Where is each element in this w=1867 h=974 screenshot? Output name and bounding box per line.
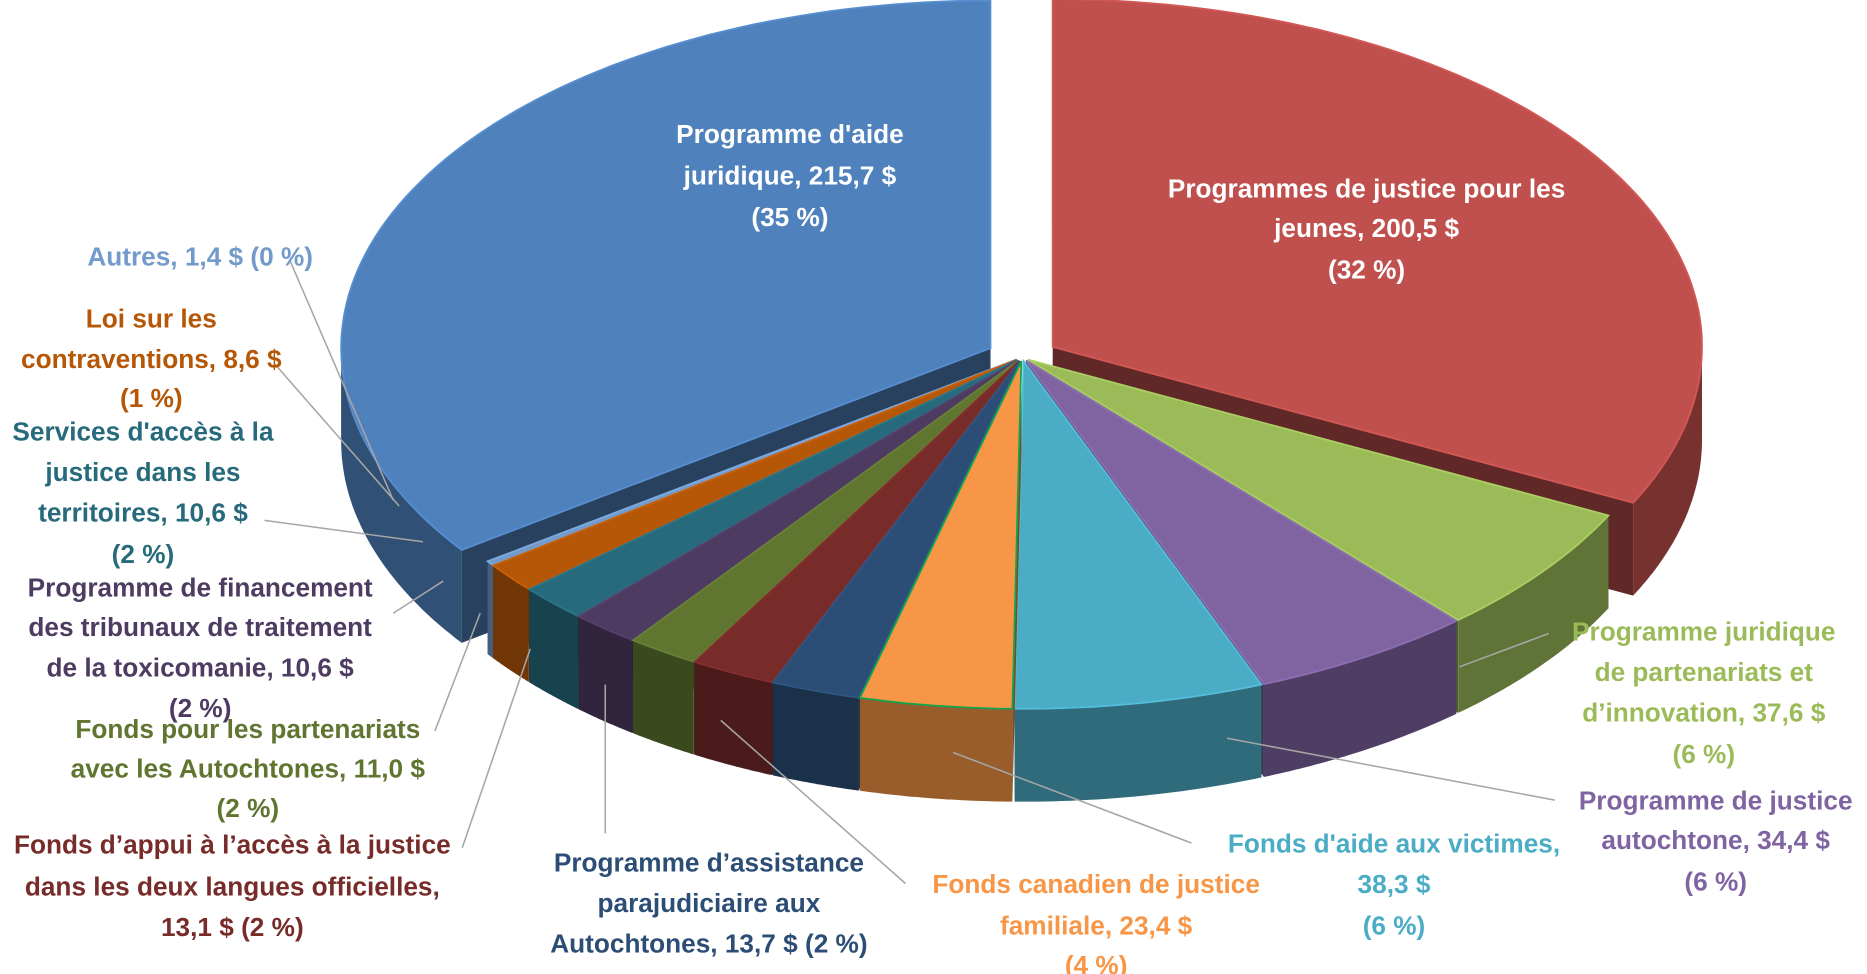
data-label: Autres, 1,4 $ (0 %) (87, 242, 313, 272)
data-label-line: de la toxicomanie, 10,6 $ (47, 652, 355, 682)
data-labels: Programmes de justice pour les jeunes, 20… (12, 119, 1852, 974)
data-label-line: justice dans les (44, 457, 240, 487)
pie-slice (527, 359, 1018, 618)
data-label: Loi sur les contraventions, 8,6 $ (1 %) (21, 303, 282, 413)
data-label-line: Autres, 1,4 $ (0 %) (87, 242, 313, 272)
leader-line (952, 751, 1192, 844)
slice-wall (633, 640, 694, 755)
data-label: Programme de justice autochtone, 34,4 $ (6… (1579, 786, 1853, 897)
data-label-line: (2 %) (169, 693, 232, 723)
data-label-line: 38,3 $ (1358, 869, 1431, 899)
data-label-line: (2 %) (217, 793, 280, 823)
leader-line (273, 362, 400, 507)
pie-slice (1025, 359, 1459, 686)
pie-slice (692, 360, 1020, 684)
data-label-line: Programmes de justice pour les (1168, 174, 1565, 204)
slice-wall (493, 565, 529, 682)
leader-line (288, 259, 394, 501)
data-label-line: 13,1 $ (2 %) (161, 912, 304, 942)
data-label-line: territoires, 10,6 $ (38, 498, 248, 528)
data-label: Fonds d’appui à l’accès à la justice dans… (14, 830, 451, 942)
data-label-line: (35 %) (751, 202, 828, 232)
pie-slice (631, 359, 1019, 663)
leader-lines (264, 259, 1555, 885)
pie-slice (576, 359, 1019, 642)
pie-walls (340, 0, 1703, 802)
data-label: Programme d’assistance parajudiciaire aux… (550, 848, 867, 959)
slice-wall (1014, 684, 1262, 802)
leader-line (1227, 737, 1555, 801)
slice-wall (772, 682, 859, 791)
leader-line (720, 719, 907, 885)
data-label-line: (1 %) (120, 383, 183, 413)
data-label-line: Programme de financement (28, 573, 373, 603)
data-label-line: jeunes, 200,5 $ (1273, 213, 1459, 243)
data-label-line: autochtone, 34,4 $ (1601, 825, 1830, 855)
slice-wall (529, 589, 579, 709)
data-label-line: Autochtones, 13,7 $ (2 %) (550, 929, 867, 959)
slice-wall (578, 616, 633, 734)
data-label-line: Loi sur les (86, 303, 217, 333)
pie-slice (858, 360, 1023, 710)
data-label-line: Fonds pour les partenariats (75, 714, 420, 744)
slice-wall (487, 561, 494, 659)
leader-line (461, 648, 531, 849)
data-label: Programme de financement des tribunaux de… (28, 573, 373, 723)
data-label-line: Services d'accès à la (12, 417, 274, 447)
slice-wall (1458, 515, 1609, 713)
data-label-line: de partenariats et (1595, 657, 1814, 687)
slice-wall (694, 661, 773, 776)
data-label-line: d’innovation, 37,6 $ (1582, 698, 1826, 728)
data-label-line: parajudiciaire aux (598, 888, 821, 918)
data-label-line: familiale, 23,4 $ (1000, 911, 1193, 941)
pie-slice (771, 360, 1021, 699)
data-label: Fonds d'aide aux victimes, 38,3 $ (6 %) (1228, 829, 1560, 941)
data-label-line: Fonds d'aide aux victimes, (1228, 829, 1560, 859)
data-label-line: Fonds canadien de justice (932, 869, 1260, 899)
data-label-line: Programme de justice (1579, 786, 1853, 816)
data-label-line: (4 %) (1065, 950, 1128, 974)
pie-slice (1051, 0, 1703, 504)
data-label-line: (6 %) (1672, 739, 1735, 769)
data-label-line: Programme d’assistance (554, 848, 864, 878)
data-label-line: (6 %) (1684, 867, 1747, 897)
pie-slice (1027, 358, 1611, 622)
data-label-line: juridique, 215,7 $ (683, 161, 897, 191)
data-label: Programme d'aide juridique, 215,7 $ (35 %) (676, 119, 904, 232)
data-label-line: Fonds d’appui à l’accès à la justice (14, 830, 451, 860)
leader-line (434, 612, 481, 732)
data-label-line: (2 %) (112, 539, 175, 569)
slice-wall (859, 697, 1013, 802)
data-label: Programme juridique de partenariats et d’i… (1572, 617, 1835, 770)
data-label-line: (6 %) (1363, 911, 1426, 941)
pie-slice (340, 0, 992, 552)
data-label: Services d'accès à la justice dans les ter… (12, 417, 274, 570)
data-label-line: (32 %) (1328, 255, 1405, 285)
data-label-line: avec les Autochtones, 11,0 $ (71, 754, 426, 784)
leader-line (264, 519, 424, 543)
leader-line (392, 580, 444, 614)
data-label-line: dans les deux langues officielles, (25, 871, 440, 901)
slice-wall (1263, 620, 1457, 777)
data-label: Fonds canadien de justice familiale, 23,4… (932, 869, 1260, 974)
pie-slice (1013, 358, 1264, 710)
data-label-line: contraventions, 8,6 $ (21, 344, 282, 374)
data-label: Programmes de justice pour les jeunes, 20… (1168, 174, 1565, 285)
data-label-line: Programme d'aide (676, 119, 904, 149)
data-label: Fonds pour les partenariats avec les Auto… (71, 714, 426, 823)
data-label-line: des tribunaux de traitement (28, 612, 372, 642)
slice-wall (1633, 346, 1702, 596)
data-label-line: Programme juridique (1572, 617, 1835, 647)
leader-line (1459, 632, 1550, 668)
